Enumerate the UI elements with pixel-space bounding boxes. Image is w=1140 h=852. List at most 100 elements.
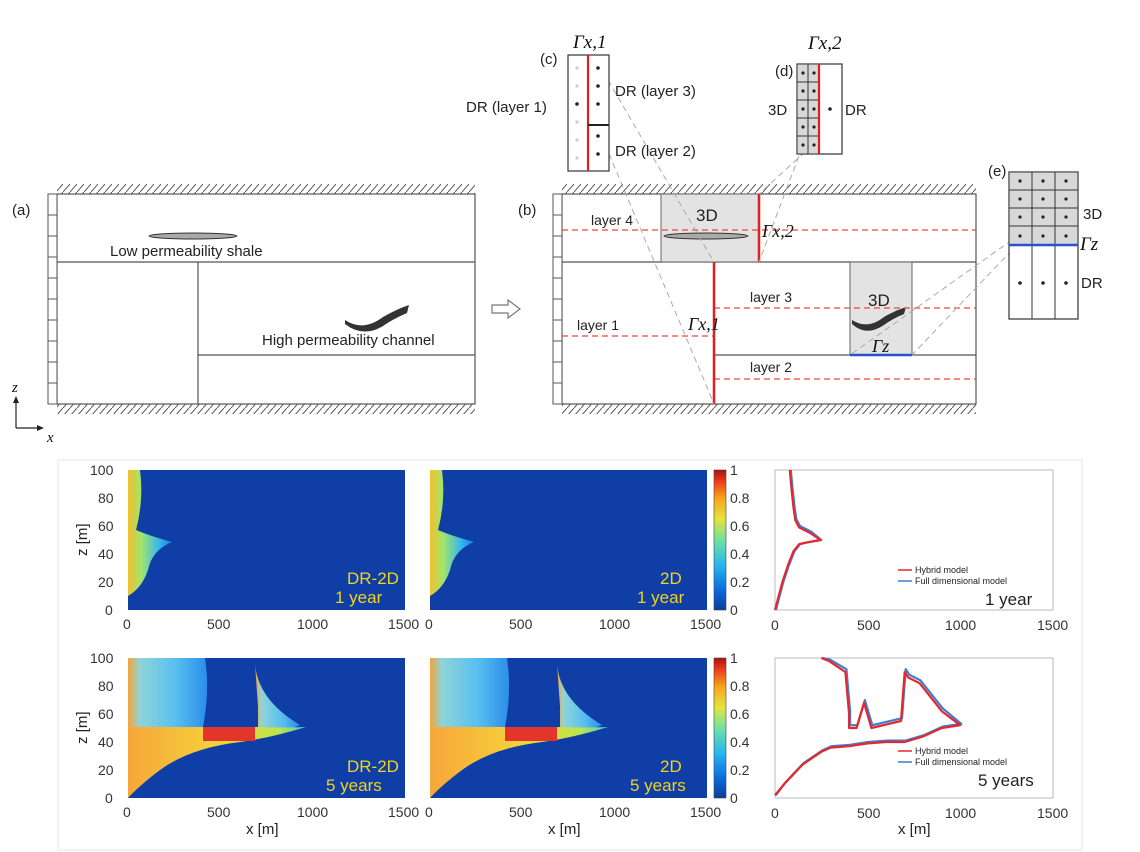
profile-r1-lines xyxy=(773,469,823,611)
detail-panel-d: (d) Γx,2 3D DR xyxy=(768,33,867,155)
detail-panel-c: (c) Γx,1 DR (layer 1) DR (layer 3) DR (l… xyxy=(466,32,696,172)
cbar-r1-tick-1: 0.2 xyxy=(730,574,750,590)
shale-lens-b xyxy=(663,232,749,240)
layer2-label: layer 2 xyxy=(750,359,792,375)
detail-d-grid xyxy=(797,64,819,154)
layer3-label: layer 3 xyxy=(750,289,792,305)
r2dr-xtick-1000: 1000 xyxy=(297,804,328,820)
p2-xtick-1500: 1500 xyxy=(1037,805,1068,821)
bottom-hatch-b xyxy=(562,404,976,414)
r1-ytick-80: 80 xyxy=(98,490,114,506)
profile-r2-hybrid-line xyxy=(774,656,962,796)
shale-label: Low permeability shale xyxy=(110,243,263,260)
profile-plot-row2: Hybrid model Full dimensional model 5 ye… xyxy=(771,656,1068,838)
r1f-xtick-500: 500 xyxy=(509,616,533,632)
heatmap-y-axis-row2: 0 20 40 60 80 100 z [m] xyxy=(74,650,114,806)
detail-d-gamma-label: Γx,2 xyxy=(807,33,842,54)
colorbar-r1-strip xyxy=(713,469,727,611)
detail-e-dr-label: DR xyxy=(1081,275,1103,292)
legend-r1-hybrid: Hybrid model xyxy=(915,565,968,575)
r2-ytick-80: 80 xyxy=(98,678,114,694)
channel-label: High permeability channel xyxy=(262,332,435,349)
profile-plot-row1: Hybrid model Full dimensional model 1 ye… xyxy=(771,469,1068,633)
coordinate-axes: z x xyxy=(11,380,54,446)
r1dr-xtick-1500: 1500 xyxy=(388,616,419,632)
colorbar-row1: 0 0.2 0.4 0.6 0.8 1 xyxy=(713,462,750,618)
injection-wall-ticks-b xyxy=(553,214,562,384)
layer4-label: layer 4 xyxy=(591,212,633,228)
plume-r2-full-upper-left xyxy=(430,658,510,727)
plume-r2-dr-upper-right xyxy=(255,664,300,734)
plume-r1-dr xyxy=(128,470,172,596)
schematic-panel-b: (b) 3D 3D layer 4 layer 1 layer 3 layer … xyxy=(518,79,1013,414)
plume-r2-full-lower xyxy=(430,727,608,798)
heatmap-r2-full-time: 5 years xyxy=(630,776,686,795)
detail-c-dr-layer2: DR (layer 2) xyxy=(615,143,696,160)
plume-r2-full-upper-right xyxy=(557,664,602,734)
r2-ytick-60: 60 xyxy=(98,706,114,722)
detail-d-nodes xyxy=(801,71,832,147)
cbar-r1-tick-4: 0.8 xyxy=(730,490,750,506)
bottom-hatch-a xyxy=(57,404,475,414)
detail-c-ghost-nodes xyxy=(575,66,579,160)
p1-xtick-0: 0 xyxy=(771,617,779,633)
heatmap-x-axis-r1-dr: 0 500 1000 1500 xyxy=(123,616,419,632)
axis-z-label: z xyxy=(11,380,18,396)
heatmap-r1-full-bg xyxy=(430,470,707,610)
channel-r2-dr xyxy=(203,727,255,741)
r1-ytick-60: 60 xyxy=(98,518,114,534)
channel-shape-a xyxy=(345,305,409,332)
heatmap-row1-full: 2D 1 year xyxy=(430,470,707,610)
heatmap-x-axis-r2-full: 0 500 1000 1500 x [m] xyxy=(425,804,721,838)
r2dr-xlabel: x [m] xyxy=(246,821,279,838)
r1dr-xtick-0: 0 xyxy=(123,616,131,632)
detail-panel-e: (e) 3D Γz DR xyxy=(988,163,1103,320)
profile-r2-lines xyxy=(774,656,963,796)
cbar-r1-tick-0: 0 xyxy=(730,602,738,618)
detail-d-3d-label: 3D xyxy=(768,102,787,119)
layer1-label: layer 1 xyxy=(577,317,619,333)
transform-arrow xyxy=(491,298,521,320)
colorbar-row2: 0 0.2 0.4 0.6 0.8 1 xyxy=(713,650,750,806)
detail-c-dr-layer3: DR (layer 3) xyxy=(615,83,696,100)
r1-ytick-40: 40 xyxy=(98,546,114,562)
detail-c-nodes xyxy=(575,66,600,156)
r1f-xtick-1000: 1000 xyxy=(599,616,630,632)
heatmap-r1-full-label: 2D xyxy=(660,569,682,588)
r1dr-xtick-1000: 1000 xyxy=(297,616,328,632)
region-3d-top xyxy=(660,193,760,263)
r2dr-xtick-1500: 1500 xyxy=(388,804,419,820)
channel-shape-b xyxy=(852,307,906,331)
profile-r2-time: 5 years xyxy=(978,771,1034,790)
cbar-r2-tick-0: 0 xyxy=(730,790,738,806)
panel-d-label: (d) xyxy=(775,63,793,80)
p2-xlabel: x [m] xyxy=(898,821,931,838)
heatmap-row2-dr: DR-2D 5 years xyxy=(128,658,405,798)
r2f-xlabel: x [m] xyxy=(548,821,581,838)
top-hatch-a xyxy=(57,184,475,194)
heatmap-x-axis-r2-dr: 0 500 1000 1500 x [m] xyxy=(123,804,419,838)
gamma-x1-label: Γx,1 xyxy=(687,314,720,334)
legend-r2-hybrid: Hybrid model xyxy=(915,746,968,756)
detail-e-gamma-label: Γz xyxy=(1079,234,1099,255)
shale-lens-a xyxy=(148,232,238,240)
heatmap-r2-dr-time: 5 years xyxy=(326,776,382,795)
detail-d-dr-label: DR xyxy=(845,102,867,119)
cbar-r2-tick-5: 1 xyxy=(730,650,738,666)
region-3d-top-label: 3D xyxy=(696,206,718,225)
r2-ylabel: z [m] xyxy=(74,712,91,745)
detail-c-gamma-label: Γx,1 xyxy=(572,32,607,53)
panel-b-label: (b) xyxy=(518,202,536,219)
heatmap-r2-dr-label: DR-2D xyxy=(347,757,399,776)
heatmap-row1-dr: DR-2D 1 year xyxy=(128,470,405,610)
region-3d-right-label: 3D xyxy=(868,291,890,310)
r1f-xtick-0: 0 xyxy=(425,616,433,632)
profile-r1-legend: Hybrid model Full dimensional model xyxy=(898,565,1007,586)
results-frame xyxy=(57,459,1083,851)
r1-ytick-20: 20 xyxy=(98,574,114,590)
p2-xtick-500: 500 xyxy=(857,805,881,821)
cbar-r1-tick-2: 0.4 xyxy=(730,546,750,562)
r2-ytick-0: 0 xyxy=(105,790,113,806)
p2-xtick-1000: 1000 xyxy=(945,805,976,821)
